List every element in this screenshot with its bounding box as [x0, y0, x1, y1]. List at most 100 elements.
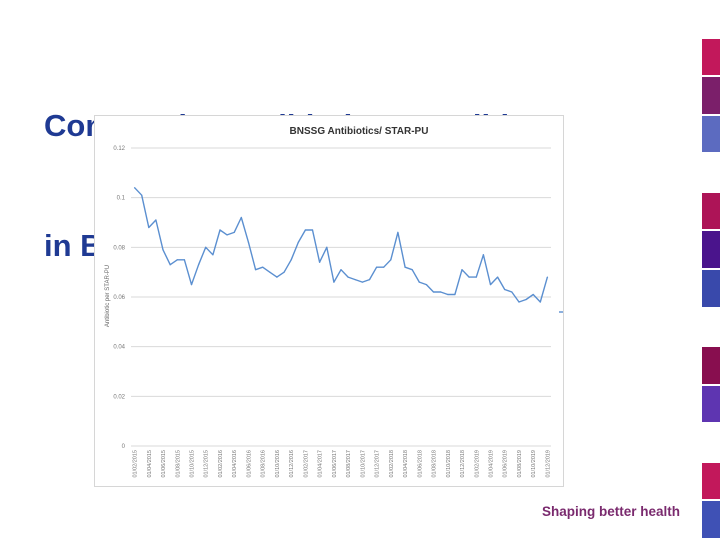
series-line [134, 187, 549, 303]
data-point [226, 234, 228, 236]
y-tick-label: 0.12 [113, 146, 125, 152]
data-point [404, 266, 406, 268]
data-point [283, 271, 285, 273]
data-point [133, 187, 136, 189]
line-chart: BNSSG Antibiotics/ STAR-PU Antibiotic pe… [105, 126, 563, 478]
data-point [468, 276, 470, 278]
data-point [205, 246, 207, 248]
data-point [354, 279, 356, 281]
x-tick-label: 01/06/2015 [161, 450, 167, 478]
x-tick-labels: 01/02/2015 01/04/2015 01/06/2015 01/08/2015… [133, 450, 552, 478]
x-tick-label: 01/10/2015 [190, 450, 196, 478]
side-bar-segment [702, 308, 720, 346]
y-tick-label: 0.04 [113, 345, 125, 351]
x-tick-label: 01/12/2019 [545, 450, 551, 478]
data-point [311, 229, 314, 231]
gridlines [131, 147, 551, 447]
x-tick-label: 01/12/2018 [460, 450, 466, 478]
data-point [375, 266, 378, 268]
side-bar-segment [702, 231, 720, 268]
data-point [183, 259, 185, 261]
x-tick-label: 01/04/2018 [403, 450, 409, 478]
data-point [383, 266, 385, 268]
data-point [511, 291, 513, 293]
data-point [269, 271, 271, 273]
chart-legend: Series1 [559, 311, 563, 313]
footer-tagline: Shaping better health [542, 504, 681, 519]
x-tick-label: 01/04/2017 [318, 450, 324, 478]
y-tick-label: 0.06 [113, 295, 125, 301]
data-point [304, 229, 307, 231]
data-point [240, 216, 242, 219]
x-tick-label: 01/04/2016 [232, 450, 238, 478]
x-tick-label: 01/10/2018 [446, 450, 452, 478]
data-point [361, 281, 363, 283]
data-point [432, 291, 435, 293]
data-point [276, 276, 278, 278]
data-point [333, 281, 335, 283]
side-bar-segment [702, 424, 720, 461]
y-tick-label: 0.02 [113, 394, 125, 400]
side-bar-segment [702, 347, 720, 384]
y-tick-labels: 0 0.02 0.04 0.06 0.08 0.1 0.12 [113, 146, 125, 450]
x-tick-label: 01/12/2015 [204, 450, 210, 478]
data-point [155, 219, 157, 221]
data-point [233, 231, 235, 234]
x-tick-label: 01/06/2018 [417, 450, 423, 478]
data-point [532, 293, 534, 296]
x-tick-label: 01/12/2016 [289, 450, 295, 478]
x-tick-label: 01/06/2017 [332, 450, 338, 478]
data-point [347, 276, 349, 278]
x-tick-label: 01/08/2017 [346, 450, 352, 478]
data-point [482, 254, 484, 256]
data-point [319, 261, 321, 263]
side-bar-segment [702, 38, 720, 76]
x-tick-label: 01/10/2019 [531, 450, 537, 478]
data-point [190, 283, 193, 286]
data-point [397, 231, 399, 234]
x-tick-label: 01/06/2019 [503, 450, 509, 478]
data-point [141, 194, 143, 196]
x-tick-label: 01/06/2016 [246, 450, 252, 478]
data-point [340, 269, 342, 271]
data-point [454, 293, 456, 296]
data-point [162, 249, 164, 251]
side-bar-segment [702, 0, 720, 37]
x-tick-label: 01/08/2019 [517, 450, 523, 478]
data-point [497, 276, 499, 278]
data-point [525, 298, 527, 301]
data-point [418, 281, 420, 283]
data-point [461, 269, 463, 271]
data-point [219, 229, 221, 231]
data-point [489, 283, 492, 286]
data-point [290, 259, 292, 261]
x-tick-label: 01/04/2015 [147, 450, 153, 478]
side-bar-segment [702, 501, 720, 538]
data-point [326, 246, 328, 248]
x-tick-label: 01/02/2018 [389, 450, 395, 478]
data-point [425, 283, 428, 286]
decorative-side-bar [702, 0, 720, 540]
side-bar-segment [702, 154, 720, 191]
side-bar-segment [702, 115, 720, 153]
x-tick-label: 01/08/2018 [432, 450, 438, 478]
data-point [148, 226, 150, 229]
y-tick-label: 0.1 [117, 196, 126, 202]
y-axis-label: Antibiotic per STAR-PU [105, 265, 111, 327]
y-tick-label: 0 [122, 444, 126, 450]
x-tick-label: 01/08/2016 [261, 450, 267, 478]
x-tick-label: 01/02/2017 [303, 450, 309, 478]
data-point [440, 291, 442, 293]
side-bar-segment [702, 462, 720, 500]
x-tick-label: 01/08/2015 [175, 450, 181, 478]
x-tick-label: 01/12/2017 [375, 450, 381, 478]
data-point [539, 301, 541, 303]
data-point [475, 276, 477, 278]
side-bar-segment [702, 192, 720, 230]
data-point [390, 259, 392, 261]
series-lines [133, 187, 549, 303]
chart-title: BNSSG Antibiotics/ STAR-PU [290, 126, 429, 137]
x-tick-label: 01/02/2016 [218, 450, 224, 478]
x-tick-label: 01/02/2015 [133, 450, 139, 478]
data-point [518, 301, 520, 303]
